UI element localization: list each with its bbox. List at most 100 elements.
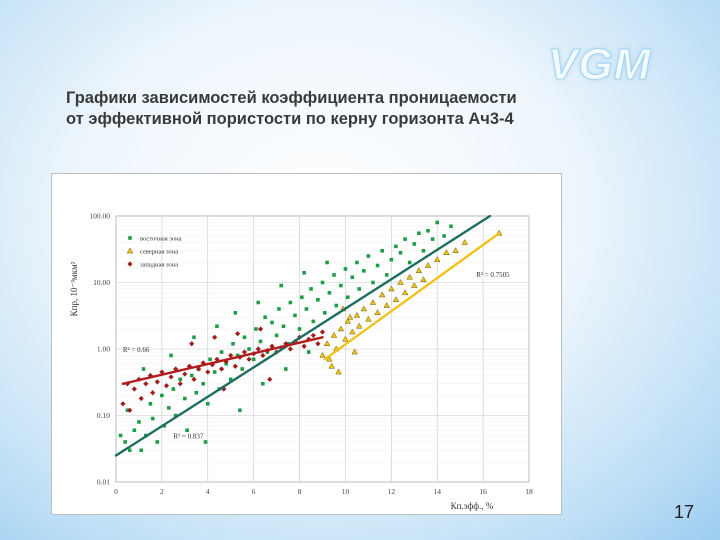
data-point-square bbox=[256, 300, 261, 305]
data-point-square bbox=[201, 381, 205, 386]
data-point-triangle bbox=[353, 311, 361, 318]
data-point-square bbox=[325, 260, 329, 265]
data-point-triangle bbox=[461, 238, 468, 245]
data-point-square bbox=[311, 319, 316, 324]
data-point-triangle bbox=[397, 278, 404, 285]
data-point-triangle bbox=[392, 296, 400, 303]
chart-grid bbox=[115, 215, 530, 483]
data-point-triangle bbox=[342, 335, 349, 342]
data-point-square bbox=[258, 339, 263, 344]
x-axis-label: Кп.эфф., % bbox=[451, 501, 494, 511]
data-point-diamond bbox=[218, 366, 225, 372]
data-point-square bbox=[228, 377, 233, 382]
data-point-square bbox=[421, 248, 426, 253]
data-point-square bbox=[355, 260, 359, 265]
data-point-square bbox=[194, 390, 199, 395]
y-tick-label: 100.00 bbox=[89, 212, 110, 221]
data-point-triangle bbox=[344, 317, 351, 324]
data-point-square bbox=[371, 280, 375, 285]
data-point-square bbox=[141, 367, 146, 371]
x-tick-label: 4 bbox=[206, 487, 210, 496]
data-point-triangle bbox=[319, 351, 326, 358]
r2-annotation: R² = 0.66 bbox=[123, 346, 150, 354]
data-point-triangle bbox=[351, 348, 358, 355]
data-point-diamond bbox=[138, 395, 144, 402]
data-point-diamond bbox=[246, 356, 252, 362]
data-point-square bbox=[263, 315, 267, 320]
data-point-square bbox=[327, 291, 332, 295]
data-point-square bbox=[403, 237, 407, 241]
legend-label: северная зона bbox=[140, 249, 178, 256]
y-tick-label: 10.00 bbox=[93, 278, 110, 287]
data-point-square bbox=[279, 283, 283, 288]
x-tick-label: 12 bbox=[388, 487, 396, 496]
title-line-2: от эффективной пористости по керну гориз… bbox=[66, 110, 514, 128]
data-point-diamond bbox=[163, 383, 170, 389]
x-tick-label: 14 bbox=[433, 487, 441, 496]
data-point-square bbox=[251, 357, 256, 362]
data-point-diamond bbox=[214, 356, 220, 362]
data-point-square bbox=[304, 307, 309, 311]
data-point-square bbox=[208, 357, 212, 362]
data-point-square bbox=[442, 234, 446, 238]
data-point-square bbox=[150, 416, 155, 421]
slide-title: Графики зависимостей коэффициента прониц… bbox=[66, 88, 586, 130]
data-point-diamond bbox=[182, 371, 188, 377]
data-point-square bbox=[288, 300, 293, 305]
chart-legend: восточная зона северная зона западная зона bbox=[140, 236, 182, 269]
chart-annotations: R² = 0.7505 R² = 0.66 R² = 0.837 bbox=[123, 271, 510, 440]
data-point-triangle bbox=[330, 331, 338, 338]
data-point-triangle bbox=[433, 256, 441, 262]
data-point-square bbox=[169, 353, 173, 358]
data-point-square bbox=[398, 250, 403, 255]
data-point-square bbox=[242, 335, 247, 340]
vgm-logo: VGM bbox=[547, 40, 652, 90]
data-point-square bbox=[334, 303, 339, 308]
chart-axes: 0 2 4 6 8 10 12 14 16 18 0.01 0.10 1.00 10.00 100.00 Кп… bbox=[69, 212, 533, 512]
y-tick-label: 1.00 bbox=[97, 345, 110, 354]
data-point-square bbox=[233, 311, 238, 315]
data-point-square bbox=[212, 370, 217, 374]
data-point-diamond bbox=[232, 363, 238, 369]
data-point-diamond bbox=[177, 381, 183, 387]
data-point-triangle bbox=[360, 305, 368, 312]
data-point-square bbox=[235, 353, 240, 358]
r2-annotation: R² = 0.7505 bbox=[476, 271, 510, 279]
data-point-diamond bbox=[260, 352, 266, 359]
scatter-chart: 0 2 4 6 8 10 12 14 16 18 0.01 0.10 1.00 10.00 100.00 Кп… bbox=[69, 212, 533, 512]
data-point-triangle bbox=[349, 328, 356, 335]
data-point-square bbox=[171, 387, 176, 391]
data-point-triangle bbox=[346, 313, 354, 320]
data-point-diamond bbox=[287, 346, 293, 352]
data-point-triangle bbox=[378, 291, 386, 298]
data-point-square bbox=[357, 287, 362, 291]
data-point-diamond bbox=[283, 341, 289, 347]
page-number: 17 bbox=[674, 502, 695, 522]
data-point-triangle bbox=[401, 289, 409, 296]
data-point-diamond bbox=[267, 376, 273, 382]
data-point-square bbox=[270, 320, 274, 325]
data-point-triangle bbox=[355, 322, 363, 329]
data-point-square bbox=[430, 237, 435, 241]
data-point-square bbox=[394, 244, 398, 249]
data-point-triangle bbox=[443, 249, 450, 256]
data-point-diamond bbox=[120, 401, 126, 407]
data-point-square bbox=[339, 283, 343, 288]
data-point-square bbox=[118, 433, 123, 438]
data-point-diamond bbox=[127, 407, 133, 413]
chart-frame: 0 2 4 6 8 10 12 14 16 18 0.01 0.10 1.00 10.00 100.00 Кп… bbox=[51, 173, 562, 515]
data-point-square bbox=[178, 377, 183, 382]
data-point-diamond bbox=[212, 334, 218, 340]
data-point-square bbox=[345, 295, 350, 300]
data-point-square bbox=[297, 327, 302, 331]
data-point-diamond bbox=[301, 343, 307, 349]
data-point-diamond bbox=[131, 386, 137, 392]
legend-marker bbox=[126, 247, 134, 254]
data-point-diamond bbox=[257, 326, 264, 332]
data-point-square bbox=[412, 242, 417, 246]
data-point-square bbox=[366, 254, 371, 258]
data-point-triangle bbox=[337, 325, 345, 332]
data-point-square bbox=[300, 295, 304, 300]
data-point-square bbox=[123, 440, 127, 444]
data-point-square bbox=[203, 440, 208, 444]
